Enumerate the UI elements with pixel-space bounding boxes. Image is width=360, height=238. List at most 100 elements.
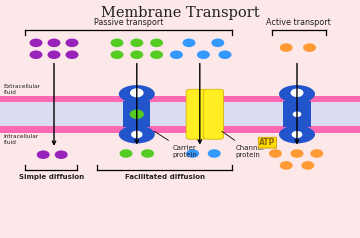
Circle shape <box>356 127 360 131</box>
Circle shape <box>197 50 210 59</box>
Circle shape <box>166 127 172 131</box>
Circle shape <box>293 97 299 101</box>
Circle shape <box>142 127 149 131</box>
Circle shape <box>55 150 68 159</box>
Ellipse shape <box>292 131 302 138</box>
Bar <box>0 96 360 102</box>
Circle shape <box>111 50 123 59</box>
Ellipse shape <box>119 126 155 143</box>
Circle shape <box>174 97 180 101</box>
Circle shape <box>277 97 283 101</box>
Circle shape <box>142 97 149 101</box>
Circle shape <box>63 127 69 131</box>
Circle shape <box>47 127 54 131</box>
Circle shape <box>37 150 50 159</box>
Ellipse shape <box>279 126 315 143</box>
Circle shape <box>219 50 231 59</box>
Ellipse shape <box>130 88 144 97</box>
FancyBboxPatch shape <box>203 89 224 139</box>
Circle shape <box>30 39 42 47</box>
Circle shape <box>170 50 183 59</box>
Ellipse shape <box>119 85 155 103</box>
Text: Active transport: Active transport <box>266 18 331 27</box>
Circle shape <box>30 50 42 59</box>
Circle shape <box>198 97 204 101</box>
Circle shape <box>293 127 299 131</box>
Circle shape <box>103 127 109 131</box>
Ellipse shape <box>291 89 303 97</box>
Circle shape <box>340 127 347 131</box>
Circle shape <box>8 127 14 131</box>
Circle shape <box>269 127 275 131</box>
Circle shape <box>150 127 157 131</box>
Circle shape <box>340 97 347 101</box>
Bar <box>123 101 150 127</box>
Circle shape <box>190 97 196 101</box>
Circle shape <box>158 97 165 101</box>
Circle shape <box>55 127 62 131</box>
Circle shape <box>174 127 180 131</box>
Text: Facilitated diffusion: Facilitated diffusion <box>125 174 205 180</box>
Circle shape <box>291 149 303 158</box>
Text: Carrier
protein: Carrier protein <box>154 131 198 158</box>
Circle shape <box>158 127 165 131</box>
Circle shape <box>208 149 221 158</box>
Circle shape <box>130 50 143 59</box>
Circle shape <box>31 127 38 131</box>
Circle shape <box>47 97 54 101</box>
Circle shape <box>324 127 331 131</box>
Text: ATP: ATP <box>259 138 275 147</box>
Circle shape <box>229 97 236 101</box>
Circle shape <box>63 97 69 101</box>
Circle shape <box>23 97 30 101</box>
Circle shape <box>95 127 101 131</box>
Circle shape <box>269 97 275 101</box>
Circle shape <box>198 127 204 131</box>
Circle shape <box>126 127 133 131</box>
Text: Passive transport: Passive transport <box>94 18 163 27</box>
Circle shape <box>71 127 77 131</box>
Circle shape <box>23 127 30 131</box>
Circle shape <box>182 97 188 101</box>
Circle shape <box>285 127 291 131</box>
Circle shape <box>301 127 307 131</box>
Circle shape <box>0 127 6 131</box>
Circle shape <box>356 97 360 101</box>
Circle shape <box>332 97 339 101</box>
Circle shape <box>348 97 355 101</box>
Circle shape <box>303 43 316 52</box>
Circle shape <box>87 97 93 101</box>
Circle shape <box>79 127 85 131</box>
Circle shape <box>48 50 60 59</box>
Circle shape <box>130 109 144 119</box>
Circle shape <box>221 127 228 131</box>
Circle shape <box>316 127 323 131</box>
Circle shape <box>206 127 212 131</box>
Circle shape <box>261 97 267 101</box>
Circle shape <box>111 97 117 101</box>
Circle shape <box>213 97 220 101</box>
Bar <box>283 101 311 127</box>
Circle shape <box>150 39 163 47</box>
Circle shape <box>111 39 123 47</box>
Circle shape <box>301 161 314 170</box>
Circle shape <box>39 97 46 101</box>
Circle shape <box>150 97 157 101</box>
Circle shape <box>118 97 125 101</box>
Circle shape <box>166 97 172 101</box>
Ellipse shape <box>279 85 315 103</box>
Circle shape <box>15 127 22 131</box>
Text: Membrane Transport: Membrane Transport <box>101 6 259 20</box>
Circle shape <box>95 97 101 101</box>
Bar <box>0 102 360 126</box>
Circle shape <box>130 39 143 47</box>
Circle shape <box>87 127 93 131</box>
Circle shape <box>245 127 252 131</box>
Circle shape <box>79 97 85 101</box>
Circle shape <box>103 97 109 101</box>
Text: Channel
protein: Channel protein <box>222 131 265 158</box>
Circle shape <box>48 39 60 47</box>
Circle shape <box>55 97 62 101</box>
Ellipse shape <box>131 131 143 138</box>
Circle shape <box>221 97 228 101</box>
